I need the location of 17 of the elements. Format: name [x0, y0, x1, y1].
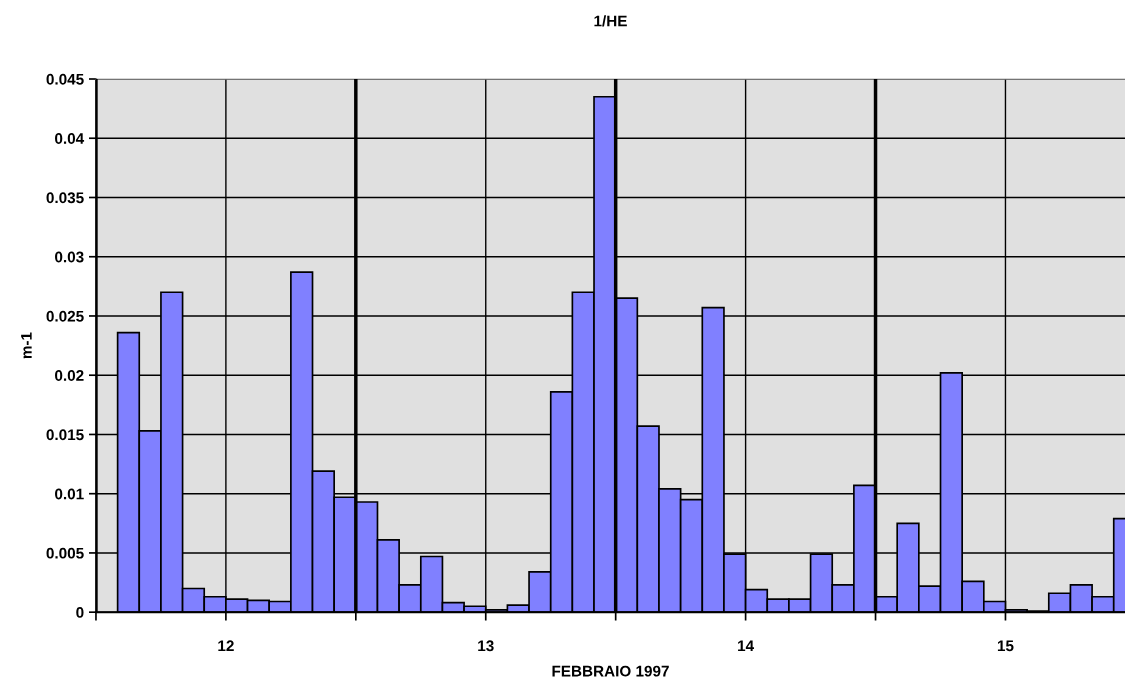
y-tick-label: 0.04 — [55, 133, 85, 144]
y-tick-label: 0.045 — [46, 73, 84, 85]
x-axis-title: FEBBRAIO 1997 — [552, 665, 669, 677]
x-tick-label: 13 — [478, 640, 494, 652]
chart-title: 1/HE — [594, 15, 627, 27]
x-tick-label: 15 — [997, 640, 1014, 652]
y-tick-label: 0.03 — [55, 251, 84, 263]
y-tick-label: 0.025 — [46, 310, 84, 322]
y-tick-label: 0.02 — [55, 370, 84, 381]
y-tick-label: 0.005 — [46, 547, 84, 559]
y-tick-label: 0 — [76, 607, 84, 618]
y-tick-label: 0.01 — [55, 488, 84, 500]
y-axis-title: m-1 — [21, 332, 32, 359]
x-tick-label: 12 — [218, 640, 234, 652]
y-tick-label: 0.035 — [46, 192, 84, 204]
x-tick-label: 14 — [738, 640, 755, 652]
y-tick-label: 0.015 — [46, 429, 84, 441]
